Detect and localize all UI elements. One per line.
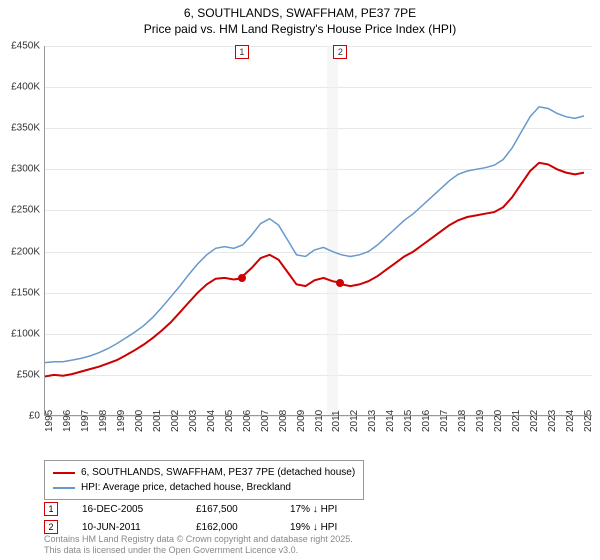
sale-dot xyxy=(336,279,344,287)
x-tick-label: 2011 xyxy=(331,410,342,432)
chart-container: 6, SOUTHLANDS, SWAFFHAM, PE37 7PE Price … xyxy=(0,0,600,560)
x-tick-label: 1999 xyxy=(116,410,127,432)
x-tick-label: 2009 xyxy=(296,410,307,432)
x-tick-label: 1997 xyxy=(80,410,91,432)
sales-table: 1 16-DEC-2005 £167,500 17% ↓ HPI 2 10-JUN-201… xyxy=(44,502,380,538)
title-line2: Price paid vs. HM Land Registry's House … xyxy=(0,22,600,38)
x-tick-label: 2025 xyxy=(583,410,594,432)
x-tick-label: 2012 xyxy=(349,410,360,432)
sale-price: £167,500 xyxy=(196,504,266,515)
x-tick-label: 2007 xyxy=(260,410,271,432)
x-tick-label: 2019 xyxy=(475,410,486,432)
x-tick-label: 2020 xyxy=(493,410,504,432)
legend: 6, SOUTHLANDS, SWAFFHAM, PE37 7PE (detac… xyxy=(44,460,364,500)
plot-area: 12 xyxy=(44,46,592,416)
x-tick-label: 2003 xyxy=(188,410,199,432)
x-tick-label: 2024 xyxy=(565,410,576,432)
sale-dot xyxy=(238,274,246,282)
sale-marker-box: 2 xyxy=(333,45,347,59)
y-tick-label: £50K xyxy=(17,369,40,380)
x-tick-label: 2002 xyxy=(170,410,181,432)
x-tick-label: 2018 xyxy=(457,410,468,432)
legend-swatch xyxy=(53,487,75,489)
y-tick-label: £400K xyxy=(11,82,40,93)
y-tick-label: £250K xyxy=(11,205,40,216)
attribution-line1: Contains HM Land Registry data © Crown c… xyxy=(44,534,353,545)
x-tick-label: 2023 xyxy=(547,410,558,432)
x-tick-label: 2006 xyxy=(242,410,253,432)
x-tick-label: 2017 xyxy=(439,410,450,432)
x-tick-label: 2016 xyxy=(421,410,432,432)
y-tick-label: £150K xyxy=(11,287,40,298)
sale-diff: 17% ↓ HPI xyxy=(290,504,380,515)
series-line xyxy=(45,107,584,363)
x-tick-label: 1998 xyxy=(98,410,109,432)
x-tick-label: 2021 xyxy=(511,410,522,432)
x-tick-label: 2015 xyxy=(403,410,414,432)
x-tick-label: 2013 xyxy=(367,410,378,432)
legend-label: 6, SOUTHLANDS, SWAFFHAM, PE37 7PE (detac… xyxy=(81,465,355,480)
x-tick-label: 1996 xyxy=(62,410,73,432)
legend-row: HPI: Average price, detached house, Brec… xyxy=(53,480,355,495)
sale-marker-box: 1 xyxy=(235,45,249,59)
x-tick-label: 2010 xyxy=(314,410,325,432)
y-tick-label: £350K xyxy=(11,123,40,134)
series-line xyxy=(45,163,584,377)
y-tick-label: £200K xyxy=(11,246,40,257)
sale-diff: 19% ↓ HPI xyxy=(290,522,380,533)
sale-marker: 1 xyxy=(44,502,58,516)
x-tick-label: 2005 xyxy=(224,410,235,432)
x-tick-label: 2014 xyxy=(385,410,396,432)
x-tick-label: 2004 xyxy=(206,410,217,432)
x-tick-label: 2001 xyxy=(152,410,163,432)
x-tick-label: 2000 xyxy=(134,410,145,432)
sale-date: 10-JUN-2011 xyxy=(82,522,172,533)
sale-row: 1 16-DEC-2005 £167,500 17% ↓ HPI xyxy=(44,502,380,516)
x-tick-label: 1995 xyxy=(44,410,55,432)
attribution-line2: This data is licensed under the Open Gov… xyxy=(44,545,353,556)
y-tick-label: £450K xyxy=(11,41,40,52)
y-tick-label: £300K xyxy=(11,164,40,175)
line-series-svg xyxy=(45,46,592,415)
sale-row: 2 10-JUN-2011 £162,000 19% ↓ HPI xyxy=(44,520,380,534)
chart-title: 6, SOUTHLANDS, SWAFFHAM, PE37 7PE Price … xyxy=(0,0,600,37)
sale-date: 16-DEC-2005 xyxy=(82,504,172,515)
y-tick-label: £0 xyxy=(29,411,40,422)
x-tick-label: 2022 xyxy=(529,410,540,432)
legend-row: 6, SOUTHLANDS, SWAFFHAM, PE37 7PE (detac… xyxy=(53,465,355,480)
attribution: Contains HM Land Registry data © Crown c… xyxy=(44,534,353,556)
x-tick-label: 2008 xyxy=(278,410,289,432)
title-line1: 6, SOUTHLANDS, SWAFFHAM, PE37 7PE xyxy=(0,6,600,22)
sale-price: £162,000 xyxy=(196,522,266,533)
sale-marker: 2 xyxy=(44,520,58,534)
legend-swatch xyxy=(53,472,75,474)
y-tick-label: £100K xyxy=(11,328,40,339)
legend-label: HPI: Average price, detached house, Brec… xyxy=(81,480,291,495)
